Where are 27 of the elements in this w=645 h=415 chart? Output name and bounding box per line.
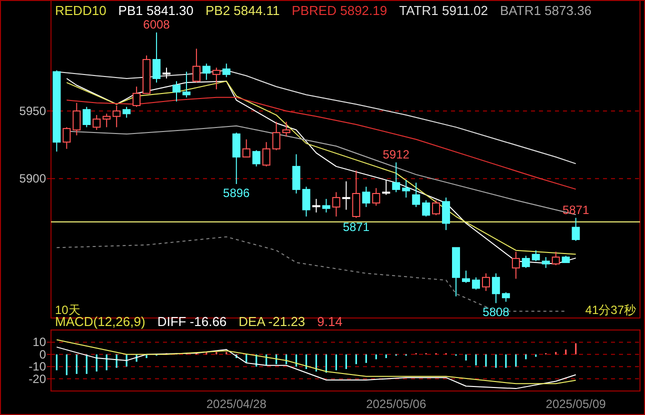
x-tick-label: 2025/05/09 — [546, 397, 606, 411]
x-tick-label: 2025/05/06 — [366, 397, 426, 411]
text: PB2 5844.11 — [205, 3, 280, 18]
text: BATR1 5873.36 — [500, 3, 592, 18]
y-tick-label: 0 — [39, 347, 46, 362]
chart-title: REDD10 — [55, 3, 106, 18]
annotation: 5896 — [223, 186, 250, 200]
chart-title: MACD(12,26,9) — [55, 314, 146, 329]
series-label: DIFF -16.66 — [157, 314, 227, 329]
series-label: DEA -21.23 — [238, 314, 306, 329]
y-tick-label: -10 — [28, 360, 46, 374]
annotation: 10天 — [55, 303, 80, 317]
y-tick-label: 10 — [32, 335, 46, 350]
annotation: 5912 — [382, 147, 410, 162]
y-tick-label: -20 — [28, 372, 46, 386]
x-tick-label: 2025/04/28 — [206, 397, 267, 411]
annotation: 5808 — [482, 305, 510, 320]
annotation: 5871 — [562, 202, 590, 217]
series-label: 9.14 — [317, 314, 342, 329]
y-tick-label: 5950 — [19, 104, 46, 118]
y-tick-label: 5900 — [19, 172, 46, 186]
text: 41分37秒 — [585, 303, 636, 317]
annotation: 5871 — [342, 220, 370, 234]
annotation: 6008 — [143, 17, 170, 32]
text: PB1 5841.30 — [118, 3, 194, 18]
text: PBRED 5892.19 — [292, 3, 388, 18]
text: TATR1 5911.02 — [399, 3, 488, 18]
